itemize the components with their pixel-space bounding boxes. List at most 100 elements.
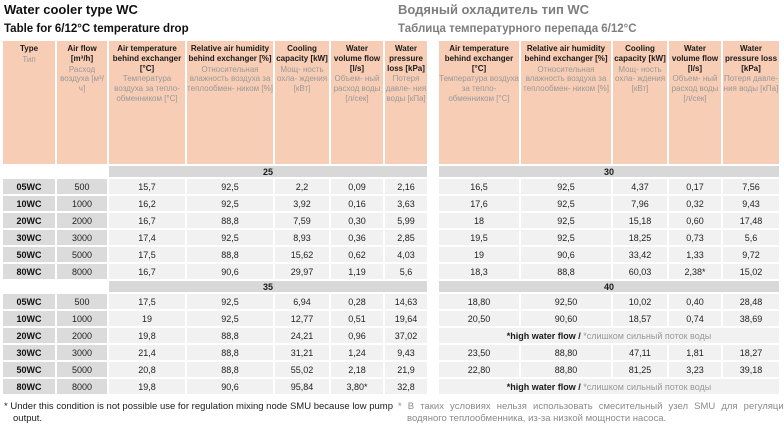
column-header-en: Air flow [m³/h] xyxy=(67,44,97,63)
data-cell: 33,42 xyxy=(613,247,667,262)
data-cell: 29,97 xyxy=(275,264,329,279)
data-cell: 7,96 xyxy=(613,196,667,211)
data-cell: 15,18 xyxy=(613,213,667,228)
data-cell: 4,37 xyxy=(613,179,667,194)
type-cell: 30WC xyxy=(3,345,55,360)
data-cell: 2,2 xyxy=(275,179,329,194)
column-header-en: Cooling capacity [kW] xyxy=(614,44,666,63)
data-cell: 92,5 xyxy=(521,179,611,194)
data-cell: 0,60 xyxy=(669,213,721,228)
data-cell: 16,2 xyxy=(109,196,185,211)
table-half-gap xyxy=(429,264,437,279)
data-cell: 88,8 xyxy=(187,247,273,262)
data-cell: 18,3 xyxy=(439,264,519,279)
data-cell: 88,80 xyxy=(521,345,611,360)
column-header-ru: Расход воздуха [м³/ч] xyxy=(60,64,104,94)
data-cell: 6,94 xyxy=(275,294,329,309)
table-row: 80WC 8000 19,8 90,6 95,84 3,80* 32,8 *high wate… xyxy=(3,379,779,394)
data-cell: 3,23 xyxy=(669,362,721,377)
airflow-cell: 1000 xyxy=(57,311,107,326)
data-cell: 17,5 xyxy=(109,247,185,262)
column-header: Water pressure loss [kPa] Потеря давле- н… xyxy=(385,41,427,164)
column-header-en: Relative air humidity behind exchanger [… xyxy=(188,44,272,63)
airflow-cell: 500 xyxy=(57,179,107,194)
column-header: Air temperature behind exchanger [°C] Тем… xyxy=(109,41,185,164)
data-cell: 92,5 xyxy=(521,196,611,211)
water-temp-band-row: 25 30 xyxy=(3,166,779,177)
data-cell: 1,81 xyxy=(669,345,721,360)
type-cell: 30WC xyxy=(3,230,55,245)
data-cell: 3,63 xyxy=(385,196,427,211)
column-header-ru: Потеря давле- ния воды [кПа] xyxy=(723,74,779,93)
data-cell: 23,50 xyxy=(439,345,519,360)
table-row: 20WC 2000 19,8 88,8 24,21 0,96 37,02 *high wate… xyxy=(3,328,779,343)
airflow-cell: 8000 xyxy=(57,379,107,394)
table-subtitle-en: Table for 6/12°C temperature drop xyxy=(4,23,189,35)
data-cell: 9,72 xyxy=(723,247,779,262)
data-cell: 5,99 xyxy=(385,213,427,228)
type-cell: 80WC xyxy=(3,264,55,279)
column-header-en: Water pressure loss [kPa] xyxy=(724,44,778,73)
type-cell: 20WC xyxy=(3,213,55,228)
column-header-ru: Мощ- ность охла- ждения [кВт] xyxy=(276,64,328,94)
table-row: 50WC 5000 17,5 88,8 15,62 0,62 4,03 19 90,6 33,42… xyxy=(3,247,779,262)
data-cell: 39,18 xyxy=(723,362,779,377)
footnote-en: * Under this condition is not possible u… xyxy=(4,401,393,425)
data-cell: 0,32 xyxy=(669,196,721,211)
high-water-flow-note: *high water flow / *слишком сильный пото… xyxy=(439,379,779,394)
type-cell: 10WC xyxy=(3,311,55,326)
column-header-en: Water volume flow [l/s] xyxy=(671,44,719,73)
column-header-en: Air temperature behind exchanger [°C] xyxy=(444,44,514,73)
column-header-ru: Относительная влажность воздуха за тепло… xyxy=(187,64,273,94)
data-cell: 0,40 xyxy=(669,294,721,309)
data-cell: 0,28 xyxy=(331,294,383,309)
table-row: 80WC 8000 16,7 90,6 29,97 1,19 5,6 18,3 88,8 60,0… xyxy=(3,264,779,279)
note-text-ru: *слишком сильный поток воды xyxy=(583,330,712,341)
table-half-gap xyxy=(429,311,437,326)
table-row: 05WC 500 17,5 92,5 6,94 0,28 14,63 18,80 92,50 10… xyxy=(3,294,779,309)
data-cell: 0,74 xyxy=(669,311,721,326)
data-cell: 7,59 xyxy=(275,213,329,228)
data-cell: 19,8 xyxy=(109,328,185,343)
data-cell: 0,17 xyxy=(669,179,721,194)
data-cell: 0,96 xyxy=(331,328,383,343)
data-cell: 0,73 xyxy=(669,230,721,245)
column-header: Type Тип xyxy=(3,41,55,164)
data-cell: 90,60 xyxy=(521,311,611,326)
data-cell: 19 xyxy=(439,247,519,262)
table-subtitle-ru: Таблица температурного перепада 6/12°С xyxy=(398,23,637,35)
note-text-en: *high water flow / xyxy=(506,381,584,392)
data-cell: 90,6 xyxy=(187,264,273,279)
column-header-en: Air temperature behind exchanger [°C] xyxy=(112,44,182,73)
column-header-ru: Температура воздуха за тепло- обменником… xyxy=(439,74,519,103)
data-cell: 24,21 xyxy=(275,328,329,343)
data-cell: 1,19 xyxy=(331,264,383,279)
column-header: Cooling capacity [kW] Мощ- ность охла- жд… xyxy=(275,41,329,164)
airflow-cell: 2000 xyxy=(57,328,107,343)
data-cell: 7,56 xyxy=(723,179,779,194)
data-cell: 1,33 xyxy=(669,247,721,262)
data-cell: 19,8 xyxy=(109,379,185,394)
table-row: 30WC 3000 17,4 92,5 8,93 0,36 2,85 19,5 92,5 18,2… xyxy=(3,230,779,245)
table-row: 10WC 1000 19 92,5 12,77 0,51 19,64 20,50 90,60 18… xyxy=(3,311,779,326)
table-half-gap xyxy=(429,166,437,177)
data-cell: 2,85 xyxy=(385,230,427,245)
cooling-capacity-table: Type Тип Air flow [m³/h] Расход воздуха [м³… xyxy=(1,39,781,396)
column-header-ru: Мощ- ность охла- ждения [кВт] xyxy=(614,64,666,94)
column-header: Water volume flow [l/s] Объем- ный расход… xyxy=(669,41,721,164)
data-cell: 20,50 xyxy=(439,311,519,326)
footnote-ru: * В таких условиях нельзя использовать с… xyxy=(398,401,784,425)
data-cell: 32,8 xyxy=(385,379,427,394)
data-cell: 92,5 xyxy=(521,230,611,245)
data-cell: 0,36 xyxy=(331,230,383,245)
table-half-gap xyxy=(429,345,437,360)
airflow-cell: 500 xyxy=(57,294,107,309)
airflow-cell: 3000 xyxy=(57,345,107,360)
data-cell: 88,8 xyxy=(187,213,273,228)
data-cell: 3,80* xyxy=(331,379,383,394)
data-cell: 92,5 xyxy=(187,230,273,245)
data-cell: 16,7 xyxy=(109,213,185,228)
data-cell: 15,62 xyxy=(275,247,329,262)
data-cell: 16,5 xyxy=(439,179,519,194)
data-cell: 92,5 xyxy=(187,294,273,309)
